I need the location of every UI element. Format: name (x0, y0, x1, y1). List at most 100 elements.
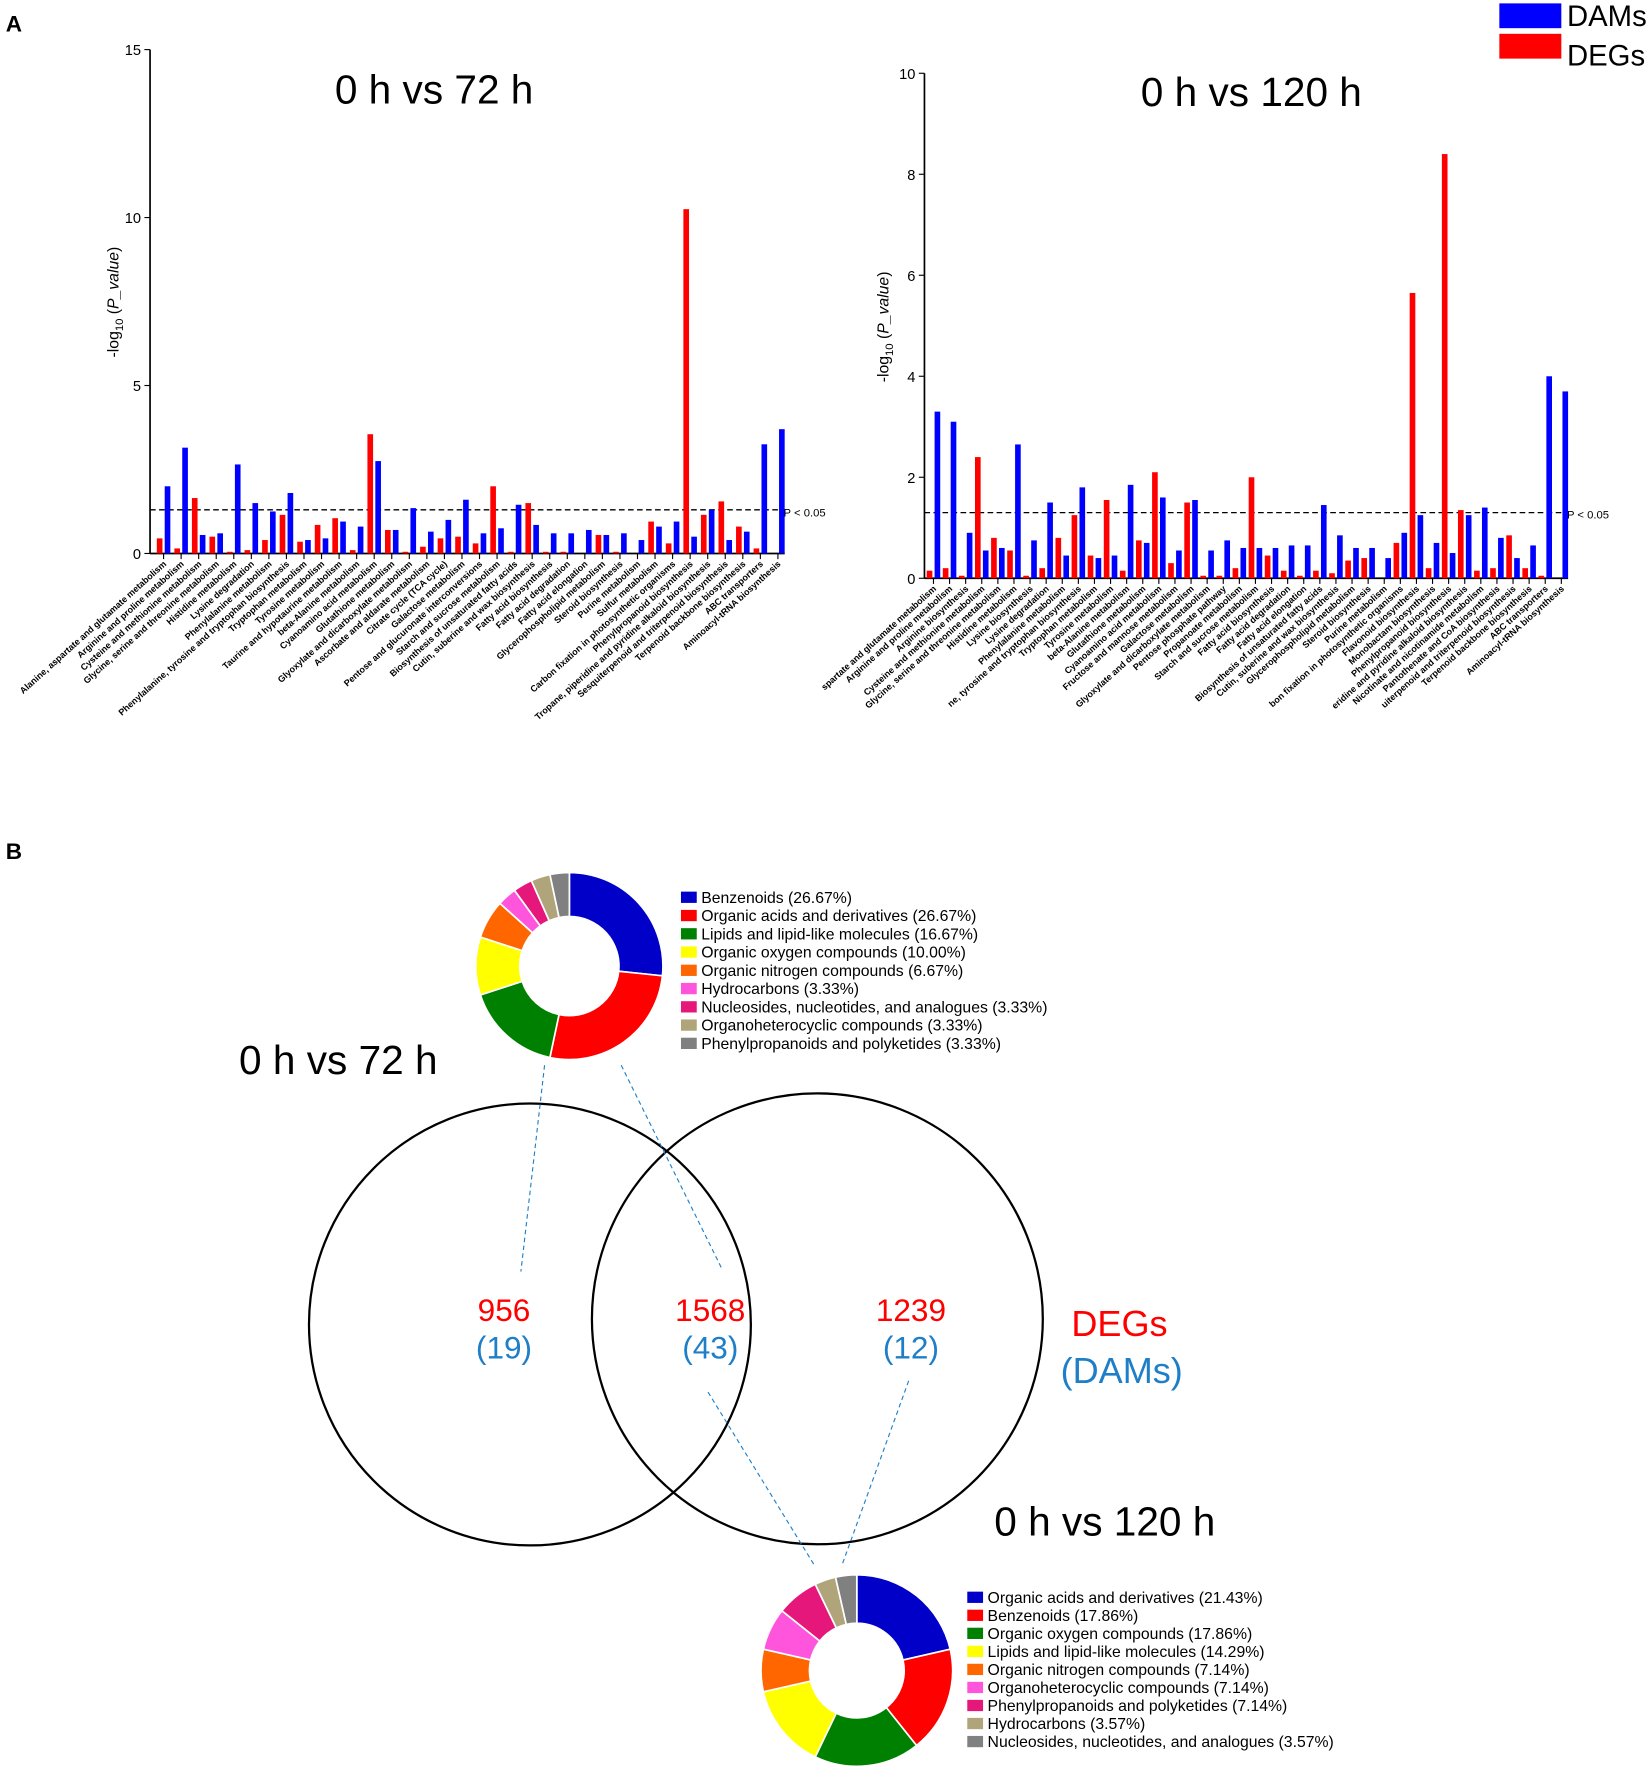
bar-degs (1200, 575, 1207, 579)
bar-degs (1393, 542, 1400, 579)
chart-title: 0 h vs 72 h (335, 67, 534, 113)
bar-dams (1530, 545, 1536, 579)
bar-dams (779, 429, 785, 554)
legend-swatch (967, 1735, 984, 1748)
connector-lines (520, 1064, 910, 1565)
bar-degs (1152, 472, 1158, 579)
bar-degs (490, 486, 496, 554)
donut-slice (568, 871, 664, 977)
venn-label-72h: 0 h vs 72 h (239, 1037, 438, 1083)
y-tick-label: 4 (907, 370, 915, 386)
bar-degs (736, 526, 742, 554)
ylabel-var: P_value (105, 252, 122, 309)
legend-label: Benzenoids (26.67%) (701, 890, 852, 907)
bar-dams (1256, 547, 1263, 579)
legend-label: Nucleosides, nucleotides, and analogues … (701, 999, 1047, 1016)
bar-degs (700, 514, 707, 554)
bar-degs (1296, 575, 1303, 579)
legend-swatch (680, 982, 697, 995)
bar-dams (656, 526, 662, 554)
venn-right-degs: 1239 (876, 1292, 946, 1328)
legend-label: Phenylpropanoids and polyketides (7.14%) (988, 1698, 1288, 1715)
bar-dams (1304, 545, 1311, 579)
bar-degs (1119, 570, 1126, 579)
bar-degs (1007, 550, 1013, 579)
bar-dams (761, 444, 768, 554)
bar-degs (349, 550, 356, 554)
bar-degs (437, 538, 444, 554)
bar-dams (1562, 391, 1569, 579)
legend-label-dams: DAMs (1567, 0, 1646, 33)
threshold-label: P < 0.05 (1567, 510, 1609, 522)
bar-dams (950, 421, 957, 579)
bar-degs (1087, 555, 1094, 579)
bar-dams (1159, 497, 1166, 579)
bar-dams (726, 540, 733, 554)
bar-degs (1055, 537, 1062, 579)
bar-dams (410, 508, 417, 554)
bar-degs (942, 568, 949, 579)
bar-degs (314, 524, 321, 554)
bar-dams (1127, 484, 1134, 579)
venn-middle-dams: (43) (682, 1329, 738, 1365)
bar-degs (1506, 535, 1512, 579)
bar-dams (1063, 555, 1070, 579)
bar-dams (585, 529, 592, 554)
bar-dams (375, 461, 381, 554)
legend-label: Organic oxygen compounds (17.86%) (988, 1626, 1253, 1643)
bar-dams (1353, 547, 1359, 579)
bar-degs (1216, 575, 1223, 579)
legend-label: Benzenoids (17.86%) (988, 1608, 1139, 1625)
legend-swatch (680, 891, 697, 903)
legend-swatch-dams (1499, 3, 1562, 29)
bar-degs (1103, 499, 1110, 579)
bar-dams (934, 411, 941, 579)
venn-right-dams: (12) (883, 1329, 939, 1365)
bar-dams (550, 533, 557, 554)
bar-dams (533, 524, 539, 554)
bar-dams (982, 550, 989, 579)
donut-slice (548, 970, 664, 1061)
legend-label: Organic acids and derivatives (26.67%) (701, 908, 976, 925)
bar-degs (560, 551, 567, 554)
ylabel-prefix: -log (105, 331, 122, 357)
bar-degs (332, 518, 338, 554)
bar-dams (1417, 515, 1424, 579)
y-tick-label: 10 (125, 211, 141, 227)
legend-swatch-degs (1499, 33, 1562, 59)
bar-dams (199, 534, 206, 554)
y-tick-label: 0 (907, 572, 915, 588)
bar-degs (753, 548, 760, 554)
bar-degs (991, 537, 997, 579)
bar-degs (1313, 570, 1319, 579)
bar-dams (305, 540, 311, 554)
bar-degs (1184, 502, 1190, 579)
bar-degs (1168, 563, 1174, 579)
bar-dams (340, 521, 346, 554)
legend-label: Lipids and lipid-like molecules (16.67%) (701, 926, 978, 943)
bar-degs (648, 521, 654, 554)
panel-label-a: A (6, 12, 22, 37)
bar-dams (270, 511, 276, 554)
bar-dams (234, 464, 241, 554)
bar-dams (1320, 505, 1327, 579)
legend-label: Phenylpropanoids and polyketides (3.33%) (701, 1036, 1001, 1053)
bar-degs (472, 543, 479, 554)
legend-label: Organic acids and derivatives (21.43%) (988, 1590, 1263, 1607)
threshold-label: P < 0.05 (784, 507, 826, 519)
bar-degs (665, 543, 672, 554)
bar-dams (357, 526, 364, 554)
legend-label-degs: DEGs (1567, 39, 1645, 72)
bar-degs (542, 551, 549, 554)
bar-dams (427, 531, 434, 554)
bar-degs (174, 548, 180, 554)
bar-degs (384, 529, 391, 554)
bar-degs (279, 514, 286, 554)
legend-swatch (680, 1037, 697, 1049)
bar-degs (1329, 573, 1335, 579)
bar-dams (603, 534, 610, 554)
bar-dams (1433, 542, 1440, 579)
bar-degs (718, 501, 725, 554)
bar-degs (1248, 477, 1255, 579)
bar-degs (1071, 515, 1078, 579)
